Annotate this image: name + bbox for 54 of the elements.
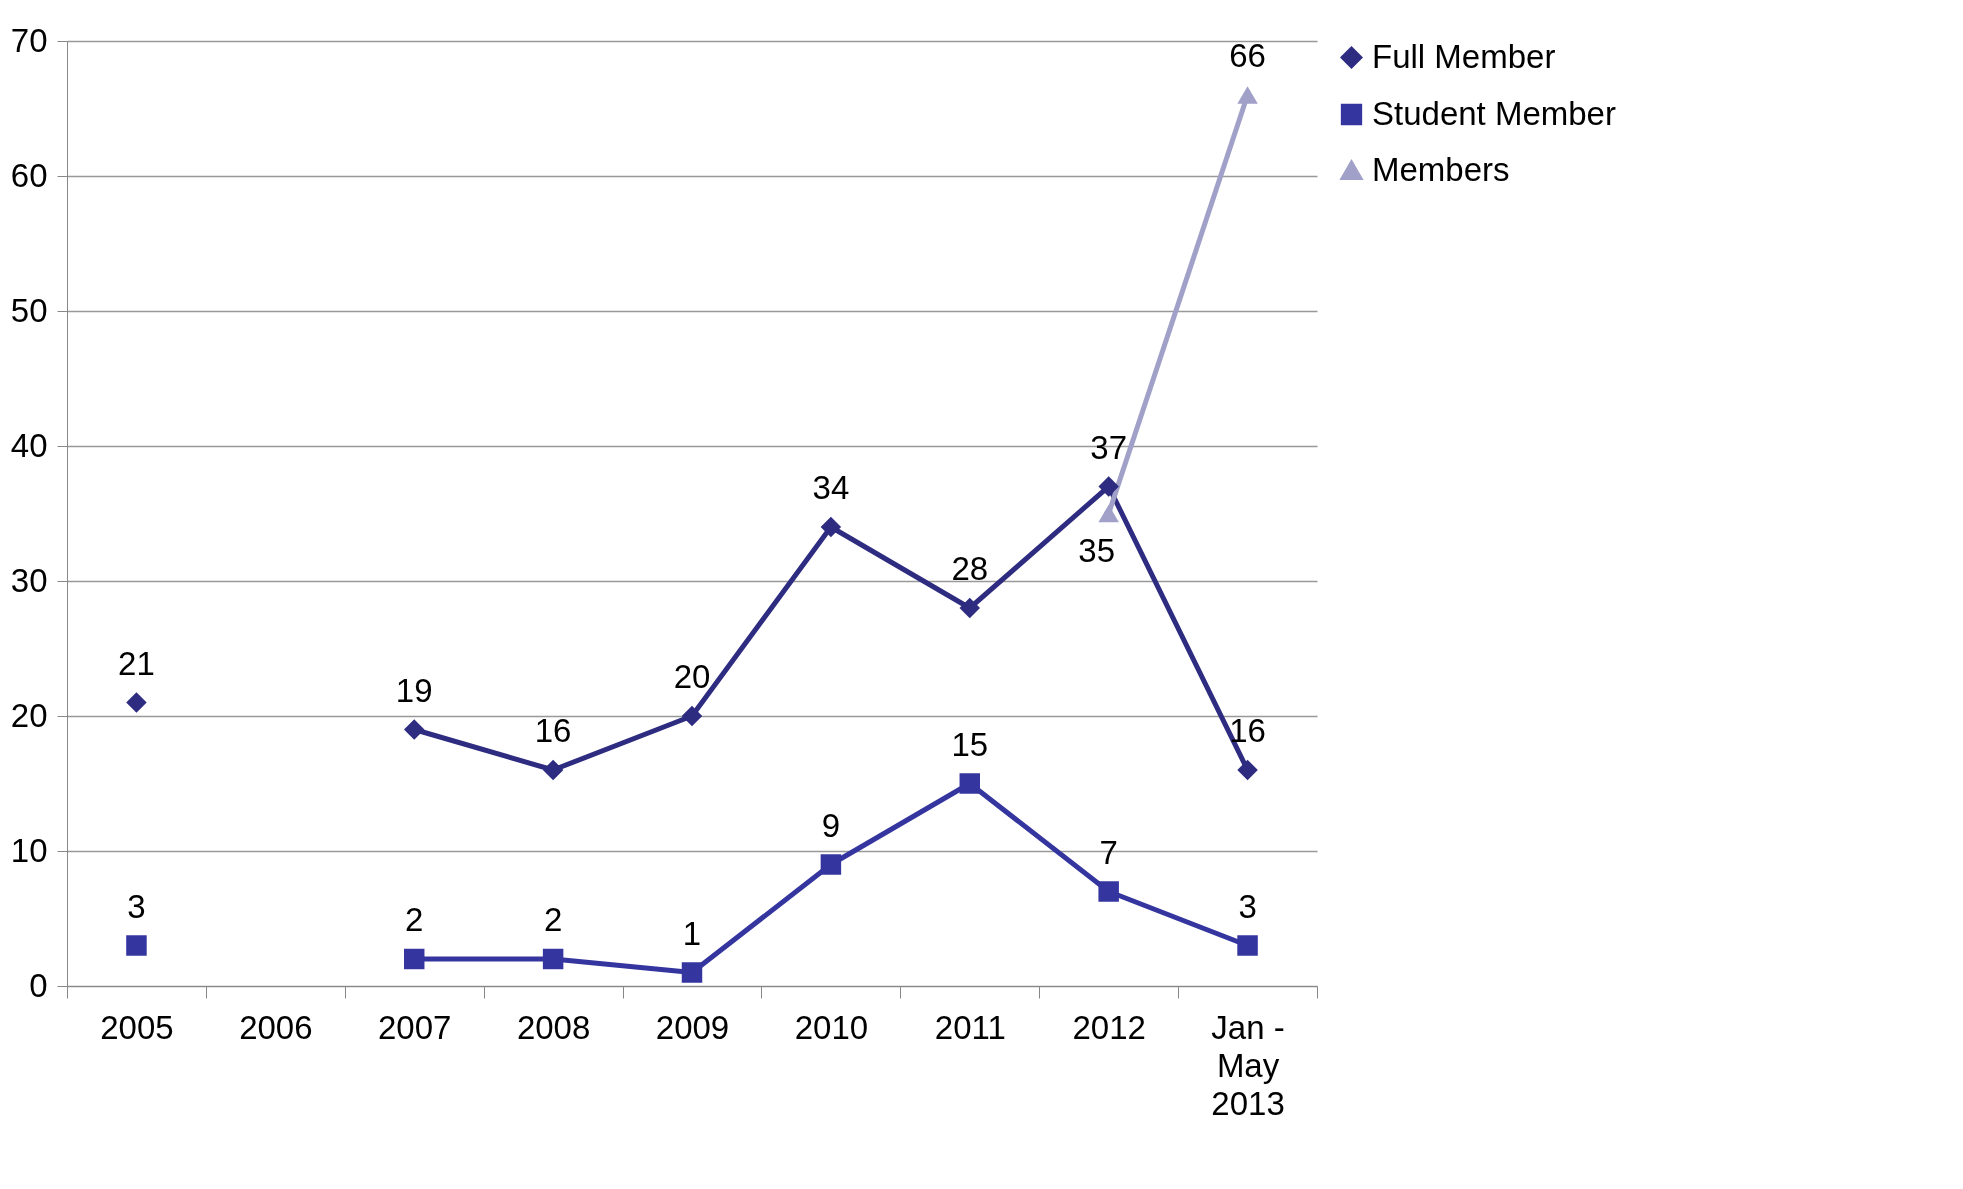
- x-tick-label: 2006: [239, 1008, 313, 1046]
- point: [126, 935, 147, 956]
- point: [959, 773, 981, 794]
- y-tick-label: 20: [10, 696, 48, 734]
- x-tick-label: 2007: [378, 1008, 452, 1046]
- point: [542, 759, 564, 781]
- data-label: 35: [1078, 531, 1116, 569]
- x-tick-label: 2009: [655, 1008, 730, 1046]
- data-label: 37: [1090, 428, 1128, 466]
- data-label: 16: [1229, 712, 1266, 749]
- data-label: 2: [405, 901, 424, 938]
- point: [403, 948, 425, 970]
- data-label: 7: [1099, 833, 1118, 871]
- data-label: 9: [821, 806, 841, 844]
- y-tick-label: 0: [29, 966, 48, 1004]
- y-tick-label: 40: [10, 426, 48, 464]
- point: [959, 597, 981, 619]
- data-label: 19: [395, 671, 433, 709]
- y-tick-label: 10: [10, 831, 48, 869]
- point: [820, 516, 842, 538]
- legend-label: Full Member: [1372, 37, 1556, 75]
- y-tick-label: 30: [10, 561, 48, 599]
- data-label: 20: [673, 658, 711, 695]
- y-tick-label: 60: [10, 156, 48, 194]
- data-label: 28: [951, 550, 989, 587]
- x-tick-label: 2008: [516, 1008, 591, 1046]
- x-tick-label: Jan - May 2013: [1211, 1008, 1285, 1122]
- data-label: 15: [951, 725, 989, 763]
- data-label: 66: [1229, 37, 1266, 74]
- point: [1098, 881, 1119, 902]
- legend-label: Members: [1372, 150, 1510, 188]
- point: [1237, 935, 1258, 956]
- point: [403, 719, 425, 740]
- data-label: 1: [682, 914, 702, 952]
- data-label: 3: [127, 887, 146, 925]
- y-tick-label: 70: [10, 21, 48, 59]
- y-tick-label: 50: [10, 291, 48, 329]
- data-label: 21: [118, 644, 155, 682]
- data-label: 2: [543, 901, 563, 938]
- x-tick-label: 2012: [1072, 1008, 1146, 1046]
- data-label: 3: [1238, 887, 1257, 925]
- data-label: 16: [534, 712, 572, 749]
- point: [820, 854, 842, 875]
- data-label: 34: [812, 469, 850, 506]
- point: [542, 948, 564, 970]
- point: [681, 962, 703, 983]
- x-tick-label: 2011: [934, 1008, 1006, 1046]
- legend-label: Student Member: [1372, 94, 1616, 132]
- point: [1237, 759, 1258, 781]
- x-tick-label: 2005: [100, 1008, 174, 1046]
- point: [126, 692, 147, 713]
- x-tick-label: 2010: [794, 1008, 869, 1046]
- point: [1098, 476, 1119, 497]
- point: [681, 705, 703, 727]
